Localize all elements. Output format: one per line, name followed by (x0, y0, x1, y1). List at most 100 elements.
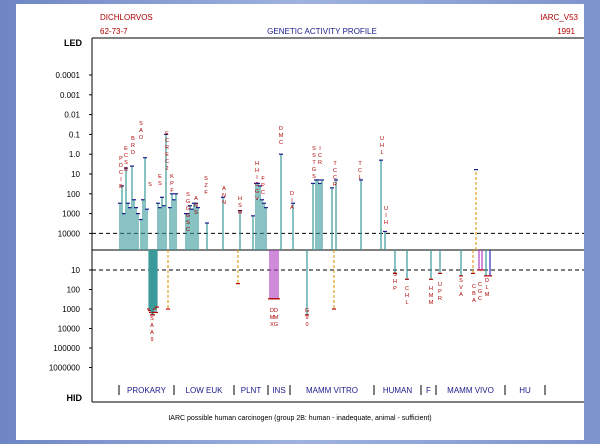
test-code-label: S (194, 210, 198, 216)
test-code-label: V (255, 196, 259, 202)
test-code-label: A (459, 292, 463, 298)
test-code-label: S (238, 203, 242, 209)
test-code-label: 9 (150, 337, 153, 343)
test-code-label: M (279, 133, 284, 139)
test-code-label: C (119, 170, 123, 176)
test-code-label: S (148, 182, 152, 188)
hid-tick-label: 1000 (62, 305, 80, 314)
test-code-label: C (279, 140, 283, 146)
test-code-label: G (186, 206, 190, 212)
test-code-label: G (305, 308, 309, 314)
test-code-label: D (270, 308, 274, 314)
test-code-label: M (429, 293, 434, 299)
test-code-label: C (472, 284, 476, 290)
test-code-label: R (131, 143, 135, 149)
test-code-label: U (380, 136, 384, 142)
test-code-label: C (255, 182, 259, 188)
monograph-year: 1991 (557, 27, 575, 36)
led-tick-label: 10000 (58, 229, 81, 238)
test-code-label: S (393, 272, 397, 278)
chart-footnote: IARC possible human carcinogen (group 2B… (168, 415, 431, 422)
test-code-label: H (429, 286, 433, 292)
test-code-label: A (150, 330, 154, 336)
test-code-label: L (485, 285, 488, 291)
test-code-label: A (290, 205, 294, 211)
test-code-label: H (255, 161, 259, 167)
test-code-label: A (222, 186, 226, 192)
category-label: PROKARY (127, 386, 167, 395)
hid-axis-label: HID (67, 393, 83, 403)
test-code-label: H (380, 143, 384, 149)
test-code-label: G (274, 322, 278, 328)
test-code-label: C (405, 286, 409, 292)
test-code-label: M (429, 300, 434, 306)
category-label: HUMAN (383, 386, 413, 395)
genetic-activity-profile-chart: DICHLORVOS 62-73-7 GENETIC ACTIVITY PROFIL… (49, 13, 584, 422)
test-code-label: E (165, 152, 169, 158)
led-tick-label: 0.0001 (56, 71, 81, 80)
test-code-label: F (261, 176, 265, 182)
test-code-label: H (238, 196, 242, 202)
test-code-label: M (485, 292, 490, 298)
cas-number: 62-73-7 (100, 27, 128, 36)
test-code-label: B (119, 184, 123, 190)
test-code-label: A (150, 323, 154, 329)
category-label: MAMM VITRO (306, 386, 358, 395)
test-code-label: E (158, 174, 162, 180)
test-code-label: V (459, 285, 463, 291)
test-code-label: A (472, 298, 476, 304)
test-code-label: S (139, 121, 143, 127)
test-code-label: 2 (165, 166, 168, 172)
test-code-label: L (358, 175, 361, 181)
test-code-label: C (124, 153, 128, 159)
category-label: INS (272, 386, 285, 395)
test-code-label: L (405, 300, 408, 306)
led-tick-label: 0.1 (69, 130, 81, 139)
test-code-label: G (255, 189, 259, 195)
test-code-label: A (194, 196, 198, 202)
test-code-label: C (333, 175, 337, 181)
test-code-label: N (222, 193, 226, 199)
chart-title: GENETIC ACTIVITY PROFILE (267, 27, 377, 36)
test-code-label: B (131, 136, 135, 142)
test-code-label: E (124, 146, 128, 152)
led-tick-label: 1.0 (69, 150, 81, 159)
test-code-label: T (358, 161, 362, 167)
monograph-code: IARC_V53 (540, 13, 578, 22)
test-code-label: C (186, 227, 190, 233)
test-code-label: P (393, 286, 397, 292)
test-code-label: N (194, 203, 198, 209)
test-code-label: G (312, 167, 316, 173)
led-axis-label: LED (64, 38, 83, 48)
test-code-label: C (261, 190, 265, 196)
test-code-label: G (186, 213, 190, 219)
category-label: HU (519, 386, 531, 395)
test-code-label: R (318, 160, 322, 166)
test-code-label: I (385, 213, 387, 219)
test-code-label: H (384, 220, 388, 226)
hid-tick-label: 100000 (53, 344, 80, 353)
led-tick-label: 100 (67, 190, 81, 199)
test-code-label: S (312, 146, 316, 152)
test-code-label: T (312, 160, 316, 166)
test-code-label: M (274, 315, 279, 321)
test-code-label: X (270, 322, 274, 328)
test-code-label: C (478, 296, 482, 302)
test-code-label: M (270, 315, 275, 321)
category-label: MAMM VIVO (447, 386, 494, 395)
test-code-label: D (274, 308, 278, 314)
test-code-label: R (438, 296, 442, 302)
test-code-label: L (380, 150, 383, 156)
test-code-label: C (358, 168, 362, 174)
test-code-label: C (165, 159, 169, 165)
led-tick-label: 0.001 (60, 91, 81, 100)
category-label: PLNT (241, 386, 262, 395)
hid-tick-label: 1000000 (49, 364, 81, 373)
test-code-label: P (261, 183, 265, 189)
test-code-label: G (186, 199, 190, 205)
test-code-label: S (312, 153, 316, 159)
test-code-label: D (119, 163, 123, 169)
test-code-label: E (165, 131, 169, 137)
test-code-label: U (384, 206, 388, 212)
test-code-label: B (124, 167, 128, 173)
